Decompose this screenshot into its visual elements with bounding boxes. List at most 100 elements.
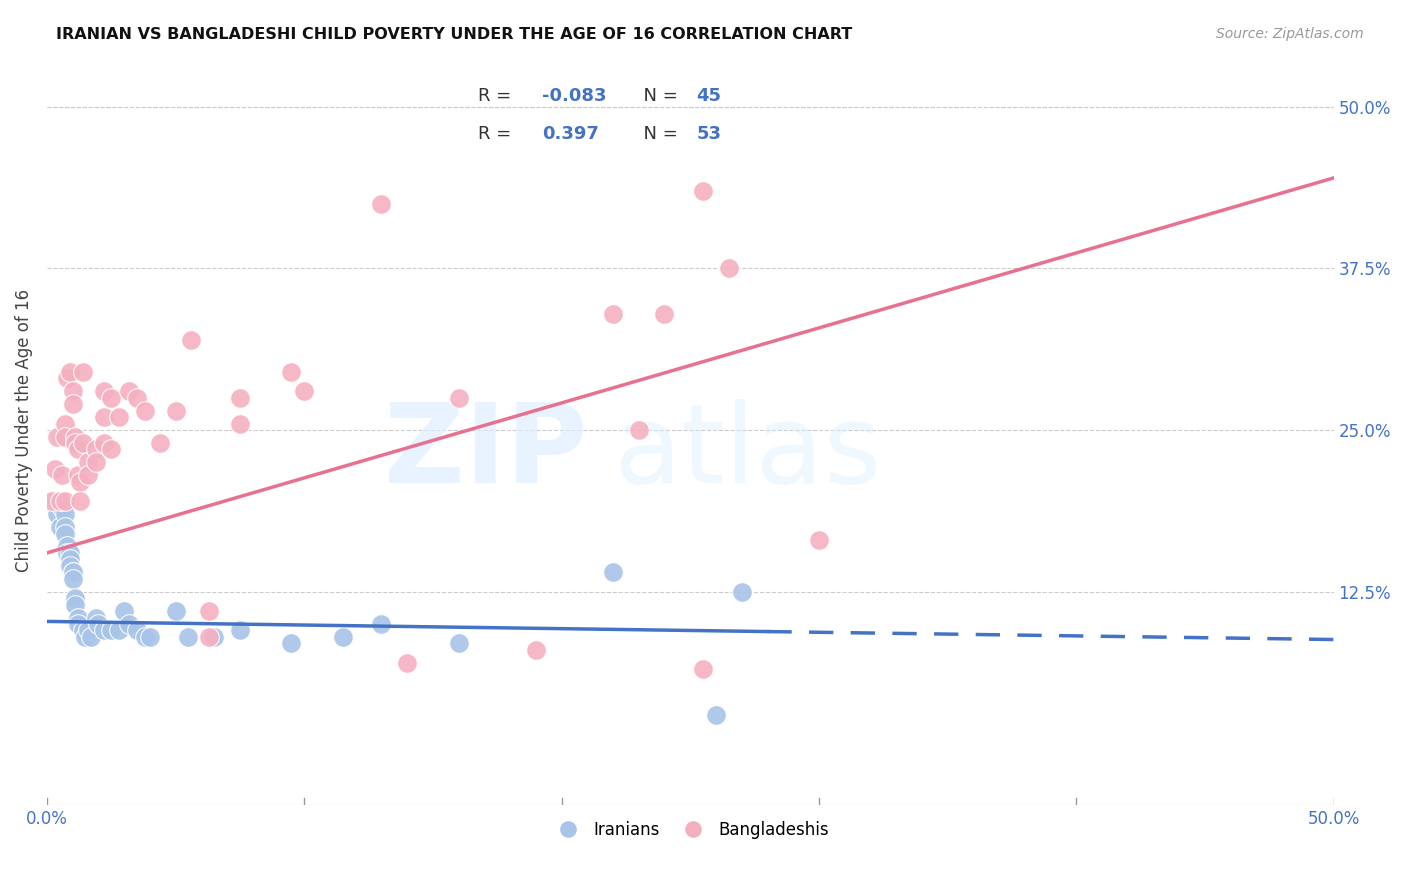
Point <box>63 436 86 450</box>
Point <box>66 617 89 632</box>
Text: 45: 45 <box>696 87 721 105</box>
Point <box>51 468 73 483</box>
Point <box>84 442 107 457</box>
Point <box>62 384 84 399</box>
Point <box>108 410 131 425</box>
Point <box>63 429 86 443</box>
Point <box>63 598 86 612</box>
Point <box>77 468 100 483</box>
Point <box>56 371 79 385</box>
Text: atlas: atlas <box>613 399 882 506</box>
Point <box>62 566 84 580</box>
Point <box>134 403 156 417</box>
Point <box>69 494 91 508</box>
Point <box>46 429 69 443</box>
Point <box>62 572 84 586</box>
Point <box>53 494 76 508</box>
Text: 53: 53 <box>696 125 721 143</box>
Point <box>53 417 76 431</box>
Point <box>56 546 79 560</box>
Text: N =: N = <box>633 125 683 143</box>
Point <box>59 558 82 573</box>
Point <box>66 468 89 483</box>
Point <box>370 196 392 211</box>
Point <box>731 584 754 599</box>
Point <box>229 624 252 638</box>
Point <box>62 566 84 580</box>
Point <box>100 442 122 457</box>
Point <box>72 365 94 379</box>
Point <box>93 410 115 425</box>
Point <box>165 403 187 417</box>
Point <box>53 429 76 443</box>
Point <box>53 520 76 534</box>
Point <box>370 617 392 632</box>
Point <box>202 630 225 644</box>
Point <box>59 546 82 560</box>
Point <box>72 436 94 450</box>
Text: R =: R = <box>478 87 517 105</box>
Point <box>84 610 107 624</box>
Point <box>447 636 470 650</box>
Point <box>75 630 97 644</box>
Point <box>41 494 63 508</box>
Text: -0.083: -0.083 <box>543 87 607 105</box>
Point <box>51 500 73 515</box>
Point <box>149 436 172 450</box>
Point <box>134 630 156 644</box>
Point <box>79 630 101 644</box>
Point <box>125 391 148 405</box>
Text: Source: ZipAtlas.com: Source: ZipAtlas.com <box>1216 27 1364 41</box>
Y-axis label: Child Poverty Under the Age of 16: Child Poverty Under the Age of 16 <box>15 288 32 572</box>
Point <box>66 442 89 457</box>
Text: R =: R = <box>478 125 517 143</box>
Point <box>108 624 131 638</box>
Point <box>46 507 69 521</box>
Point <box>46 494 69 508</box>
Point <box>280 365 302 379</box>
Point <box>198 604 221 618</box>
Point <box>524 643 547 657</box>
Point <box>66 610 89 624</box>
Text: IRANIAN VS BANGLADESHI CHILD POVERTY UNDER THE AGE OF 16 CORRELATION CHART: IRANIAN VS BANGLADESHI CHILD POVERTY UND… <box>56 27 852 42</box>
Point <box>118 384 141 399</box>
Point <box>69 475 91 489</box>
Point <box>100 624 122 638</box>
Point <box>654 307 676 321</box>
Point <box>63 591 86 606</box>
Point <box>56 540 79 554</box>
Point <box>627 423 650 437</box>
Point <box>77 455 100 469</box>
Point <box>180 333 202 347</box>
Text: ZIP: ZIP <box>384 399 588 506</box>
Point <box>396 656 419 670</box>
Point <box>332 630 354 644</box>
Point <box>62 397 84 411</box>
Point <box>59 365 82 379</box>
Text: 0.397: 0.397 <box>543 125 599 143</box>
Point <box>125 624 148 638</box>
Point <box>165 604 187 618</box>
Point <box>84 455 107 469</box>
Point <box>692 184 714 198</box>
Point <box>100 391 122 405</box>
Point <box>177 630 200 644</box>
Point <box>717 261 740 276</box>
Point <box>704 707 727 722</box>
Point <box>118 617 141 632</box>
Legend: Iranians, Bangladeshis: Iranians, Bangladeshis <box>546 814 835 846</box>
Point <box>692 662 714 676</box>
Point <box>198 630 221 644</box>
Point <box>93 624 115 638</box>
Point <box>44 462 66 476</box>
Point <box>229 417 252 431</box>
Point <box>292 384 315 399</box>
Point <box>229 391 252 405</box>
Point <box>72 624 94 638</box>
Point <box>602 307 624 321</box>
Point <box>41 494 63 508</box>
Text: N =: N = <box>633 87 683 105</box>
Point <box>93 384 115 399</box>
Point <box>59 552 82 566</box>
Point <box>49 494 72 508</box>
